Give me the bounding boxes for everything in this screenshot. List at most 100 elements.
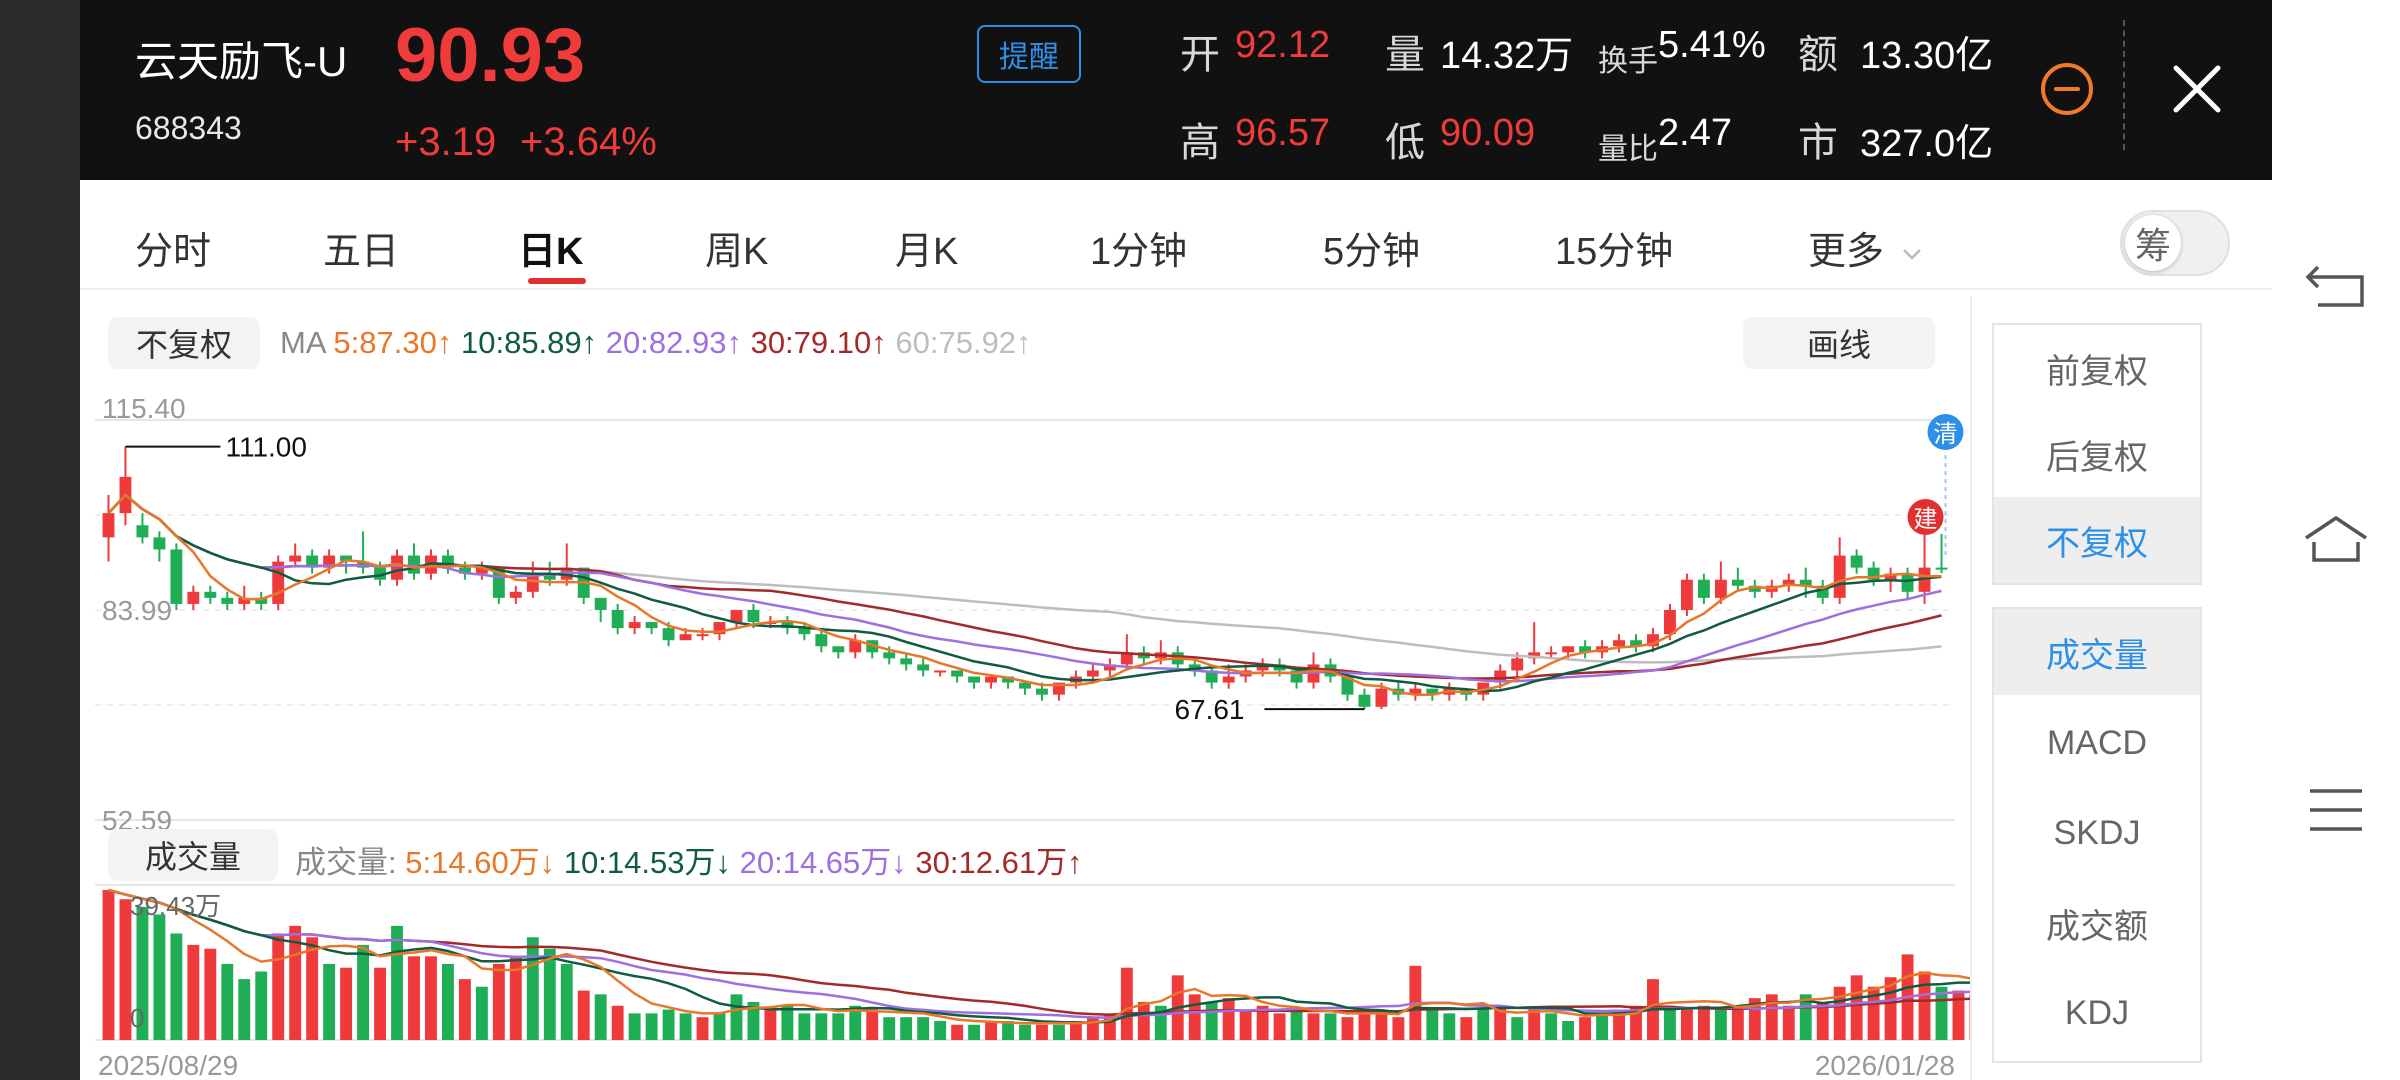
- volume-bar: [458, 979, 471, 1040]
- volume-bar: [1273, 1013, 1286, 1040]
- back-icon[interactable]: [2296, 245, 2376, 325]
- tab-weekly-k[interactable]: 周K: [705, 231, 769, 273]
- last-price: 90.93: [395, 13, 586, 98]
- volume-value: 14.32万: [1440, 35, 1574, 77]
- indicator-macd[interactable]: MACD: [2046, 723, 2148, 762]
- volume-bar: [900, 1017, 913, 1040]
- volume-bar: [1002, 1020, 1014, 1040]
- candle-body: [1375, 688, 1388, 707]
- volume-bar: [255, 971, 268, 1040]
- backward-adjust-option[interactable]: 后复权: [2046, 438, 2148, 477]
- no-adjust-option[interactable]: 不复权: [1994, 497, 2200, 583]
- volume-bar: [951, 1024, 964, 1040]
- close-icon[interactable]: [2170, 62, 2224, 116]
- candle-body: [492, 567, 505, 598]
- minus-circle-icon[interactable]: [2040, 62, 2094, 116]
- stock-quote-screen: 云天励飞-U 688343 90.93 +3.19 +3.64% 提醒 开 92…: [80, 0, 2272, 1080]
- candle-body: [543, 573, 556, 580]
- candle-body: [1002, 676, 1014, 683]
- volume-bar: [1375, 1009, 1388, 1040]
- candle-body: [1205, 670, 1218, 683]
- candle-body: [408, 555, 420, 574]
- clear-badge: [1927, 414, 1964, 450]
- tab-intraday[interactable]: 分时: [135, 231, 212, 273]
- vol-ma30-value: 30:12.61万↑: [915, 845, 1083, 880]
- remind-button[interactable]: 提醒: [977, 25, 1081, 83]
- volume-bar: [1460, 1017, 1473, 1040]
- vol-ma20-value: 20:14.65万↓: [739, 845, 907, 880]
- candle-body: [968, 676, 981, 683]
- volume-ratio-label: 量比: [1598, 133, 1658, 166]
- candle-body: [340, 555, 353, 562]
- amount-label: 额: [1798, 33, 1838, 77]
- volume-bar: [357, 944, 370, 1040]
- volume-bar: [441, 963, 454, 1040]
- volume-bar: [1714, 1009, 1727, 1040]
- volume-bar: [1884, 977, 1897, 1040]
- candlestick-chart[interactable]: 115.4083.9952.59111.0067.61清建39.43万02025…: [80, 295, 1970, 1080]
- candle-body: [1680, 579, 1693, 610]
- tab-five-day[interactable]: 五日: [323, 231, 400, 273]
- ma20-value: 20:82.93↑: [605, 325, 742, 360]
- build-badge: [1907, 499, 1944, 535]
- turnover-value: 5.41%: [1658, 24, 1766, 66]
- volume-axis-top-label: 39.43万: [130, 891, 221, 921]
- volume-bar: [1579, 1017, 1592, 1040]
- adjust-mode-button[interactable]: 不复权: [108, 317, 260, 369]
- candle-body: [1528, 652, 1541, 659]
- tab-1min[interactable]: 1分钟: [1090, 231, 1188, 273]
- quote-header: 云天励飞-U 688343 90.93 +3.19 +3.64% 提醒 开 92…: [80, 0, 2272, 180]
- candle-body: [187, 591, 200, 604]
- tab-5min[interactable]: 5分钟: [1323, 231, 1421, 273]
- candle-body: [1579, 646, 1592, 653]
- volume-bar: [475, 986, 488, 1040]
- indicator-volume[interactable]: 成交量: [1994, 609, 2200, 695]
- candle-body: [1799, 579, 1812, 586]
- indicator-side-panel: 前复权 后复权 不复权 成交量 MACD SKDJ 成交额 KDJ: [1970, 295, 2272, 1080]
- indicator-kdj[interactable]: KDJ: [2064, 993, 2130, 1032]
- tab-daily-k[interactable]: 日K: [518, 231, 584, 273]
- candle-body: [323, 555, 336, 568]
- price-axis-mid-label: 83.99: [102, 595, 172, 626]
- candle-body: [374, 567, 386, 580]
- candle-body: [1901, 573, 1914, 592]
- tab-15min[interactable]: 15分钟: [1555, 231, 1674, 273]
- volume-bar: [204, 948, 217, 1040]
- volume-indicator-button[interactable]: 成交量: [108, 829, 278, 881]
- volume-bar: [1036, 1024, 1048, 1040]
- candle-body: [526, 573, 539, 592]
- volume-bar: [934, 1020, 947, 1040]
- home-icon[interactable]: [2296, 500, 2376, 580]
- volume-label: 量: [1385, 33, 1425, 77]
- indicator-amount[interactable]: 成交额: [2046, 907, 2148, 946]
- indicator-skdj[interactable]: SKDJ: [2053, 813, 2141, 852]
- volume-bar: [1358, 1013, 1371, 1040]
- volume-bar: [1188, 994, 1201, 1040]
- volume-bar: [917, 1017, 930, 1040]
- candle-body: [1409, 688, 1422, 695]
- chip-distribution-toggle[interactable]: 筹: [2120, 210, 2230, 276]
- tab-more[interactable]: 更多: [1808, 220, 1923, 275]
- volume-bar: [1443, 1013, 1456, 1040]
- draw-line-button[interactable]: 画线: [1743, 317, 1935, 369]
- tab-monthly-k[interactable]: 月K: [895, 231, 959, 273]
- candle-body: [1833, 555, 1846, 598]
- volume-bar: [883, 1017, 896, 1040]
- open-label: 开: [1180, 33, 1220, 77]
- volume-bar: [119, 899, 132, 1040]
- menu-icon[interactable]: [2296, 770, 2376, 850]
- candle-body: [1036, 688, 1048, 695]
- ma10-value: 10:85.89↑: [460, 325, 598, 360]
- low-marker-label: 67.61: [1174, 694, 1244, 725]
- volume-bar: [543, 948, 556, 1040]
- candle-body: [1562, 646, 1575, 653]
- volume-bar: [187, 944, 200, 1040]
- vol-ma10-value: 10:14.53万↓: [563, 845, 731, 880]
- volume-bar: [102, 890, 115, 1040]
- candle-body: [153, 537, 166, 550]
- volume-bar: [1324, 1013, 1337, 1040]
- candle-body: [662, 628, 675, 641]
- forward-adjust-option[interactable]: 前复权: [2046, 352, 2148, 391]
- candle-body: [798, 628, 811, 635]
- candle-body: [934, 670, 947, 673]
